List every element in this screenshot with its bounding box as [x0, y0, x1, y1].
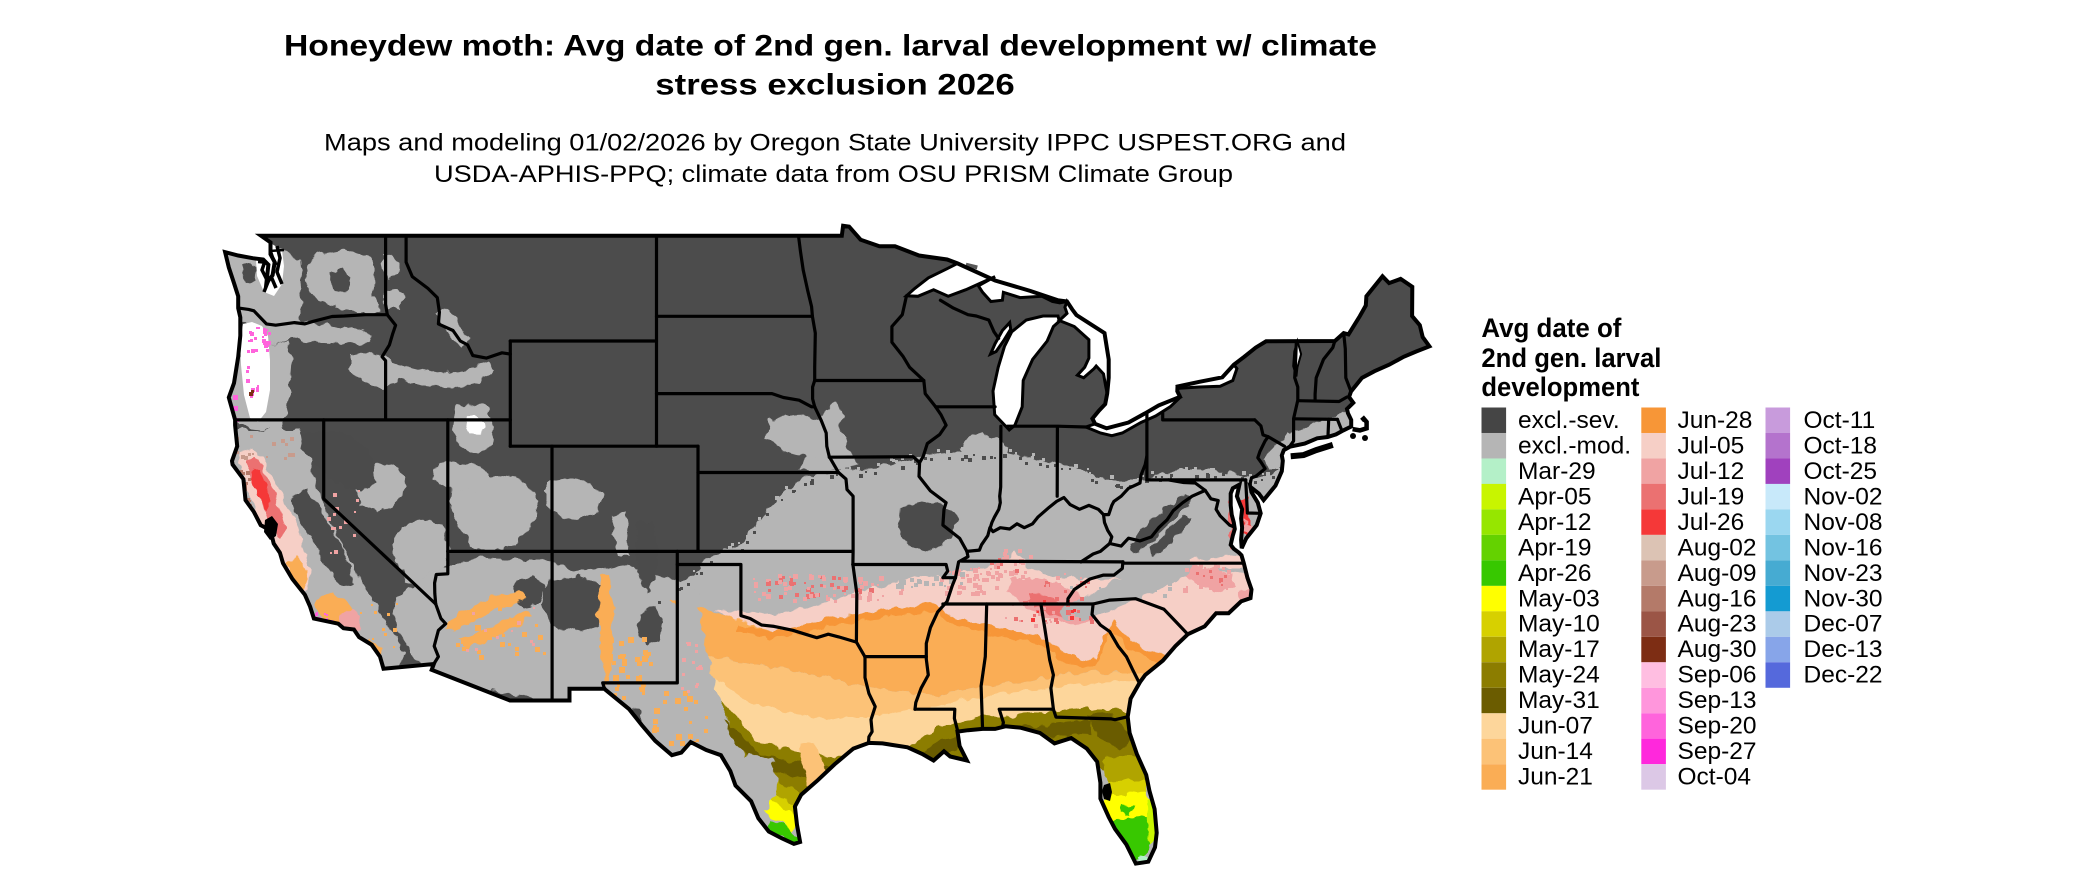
svg-text:Nov-30: Nov-30	[1804, 585, 1883, 612]
svg-text:Jul-26: Jul-26	[1678, 509, 1745, 536]
svg-text:Dec-07: Dec-07	[1804, 611, 1883, 638]
svg-text:Nov-16: Nov-16	[1804, 534, 1883, 561]
svg-text:Sep-27: Sep-27	[1678, 738, 1757, 765]
svg-text:May-24: May-24	[1518, 662, 1600, 689]
svg-text:Oct-18: Oct-18	[1804, 432, 1878, 459]
svg-text:Jun-07: Jun-07	[1518, 713, 1593, 740]
svg-text:May-10: May-10	[1518, 611, 1600, 638]
svg-text:Aug-30: Aug-30	[1678, 636, 1757, 663]
svg-text:Aug-09: Aug-09	[1678, 560, 1757, 587]
svg-text:Nov-23: Nov-23	[1804, 560, 1883, 587]
svg-text:Honeydew moth: Avg date of 2nd: Honeydew moth: Avg date of 2nd gen. larv…	[284, 30, 1377, 62]
svg-text:Nov-02: Nov-02	[1804, 483, 1883, 510]
svg-text:May-17: May-17	[1518, 636, 1600, 663]
svg-text:Mar-29: Mar-29	[1518, 458, 1596, 485]
svg-text:Aug-02: Aug-02	[1678, 534, 1757, 561]
svg-text:Jul-12: Jul-12	[1678, 458, 1745, 485]
svg-text:Sep-06: Sep-06	[1678, 662, 1757, 689]
svg-text:Aug-23: Aug-23	[1678, 611, 1757, 638]
svg-text:Apr-19: Apr-19	[1518, 534, 1592, 561]
svg-text:Jun-14: Jun-14	[1518, 738, 1593, 765]
svg-text:Avg date of: Avg date of	[1481, 313, 1621, 343]
svg-text:Apr-12: Apr-12	[1518, 509, 1592, 536]
svg-text:Dec-13: Dec-13	[1804, 636, 1883, 663]
svg-text:Nov-08: Nov-08	[1804, 509, 1883, 536]
svg-text:Apr-26: Apr-26	[1518, 560, 1592, 587]
svg-text:Apr-05: Apr-05	[1518, 483, 1592, 510]
svg-text:Aug-16: Aug-16	[1678, 585, 1757, 612]
svg-text:2nd gen. larval: 2nd gen. larval	[1481, 343, 1661, 373]
svg-text:Jun-21: Jun-21	[1518, 764, 1593, 791]
svg-text:Sep-20: Sep-20	[1678, 713, 1757, 740]
svg-text:Maps and modeling 01/02/2026 b: Maps and modeling 01/02/2026 by Oregon S…	[324, 129, 1346, 156]
svg-text:Jul-05: Jul-05	[1678, 432, 1745, 459]
svg-text:Oct-11: Oct-11	[1804, 407, 1876, 434]
svg-text:excl.-mod.: excl.-mod.	[1518, 432, 1631, 459]
svg-text:excl.-sev.: excl.-sev.	[1518, 407, 1620, 434]
svg-text:May-31: May-31	[1518, 687, 1600, 714]
svg-text:development: development	[1481, 372, 1639, 402]
svg-text:Oct-04: Oct-04	[1678, 764, 1752, 791]
svg-text:stress exclusion 2026: stress exclusion 2026	[655, 69, 1014, 101]
svg-text:Oct-25: Oct-25	[1804, 458, 1878, 485]
svg-text:Jun-28: Jun-28	[1678, 407, 1753, 434]
svg-text:May-03: May-03	[1518, 585, 1600, 612]
svg-text:Sep-13: Sep-13	[1678, 687, 1757, 714]
svg-text:Jul-19: Jul-19	[1678, 483, 1745, 510]
svg-text:USDA-APHIS-PPQ; climate data f: USDA-APHIS-PPQ; climate data from OSU PR…	[434, 161, 1233, 188]
svg-text:Dec-22: Dec-22	[1804, 662, 1883, 689]
